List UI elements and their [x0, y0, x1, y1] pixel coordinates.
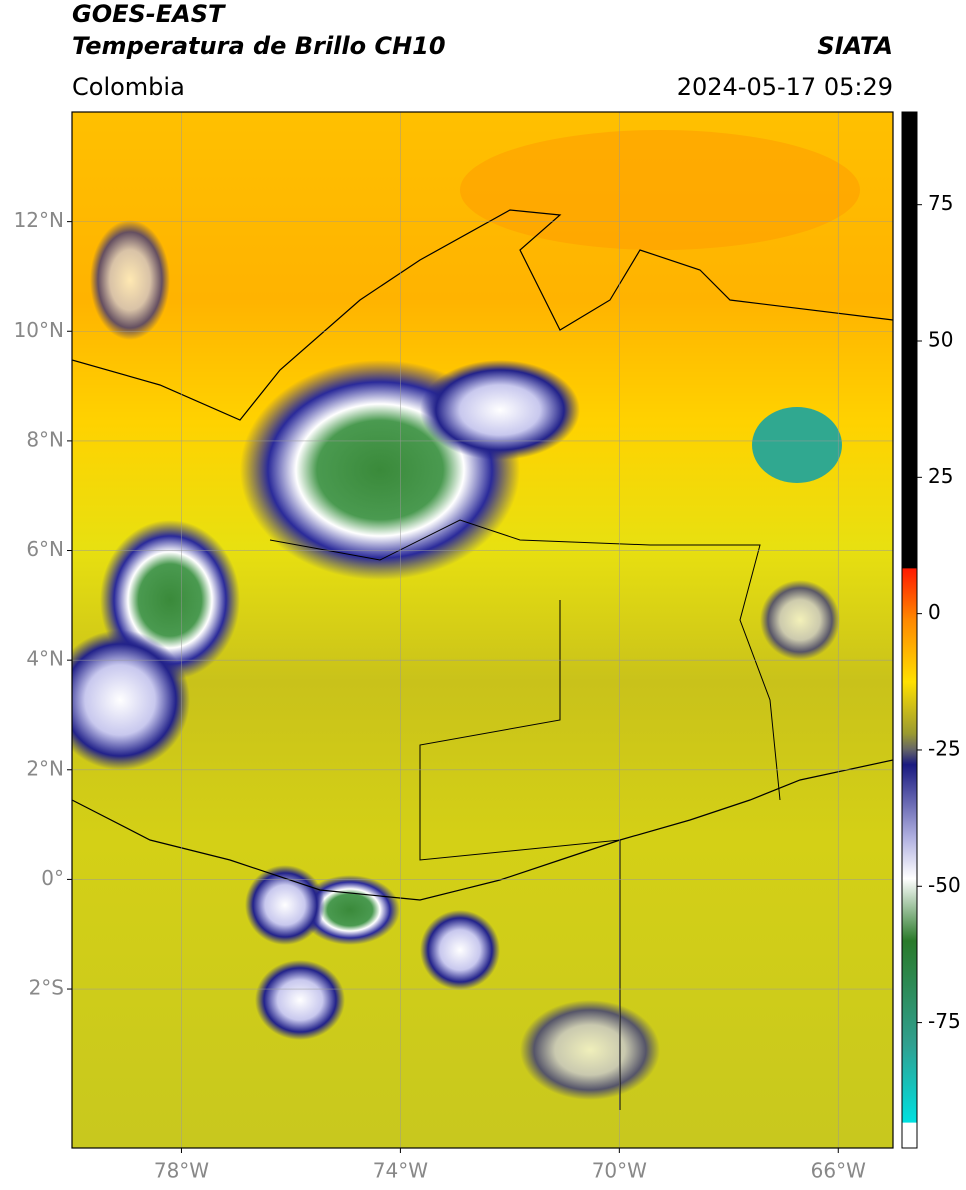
grid: [72, 112, 893, 1148]
source: SIATA: [817, 32, 893, 60]
region: Colombia: [72, 73, 185, 101]
colorbar-tick-label: -25: [928, 736, 961, 760]
lon-tick-label: 78°W: [154, 1159, 209, 1183]
colorbar-tick-label: -75: [928, 1009, 961, 1033]
lat-tick-label: 10°N: [14, 318, 64, 342]
lon-tick-label: 74°W: [373, 1159, 428, 1183]
map-frame: [71, 111, 894, 1149]
lat-tick-label: 2°S: [29, 976, 64, 1000]
lat-tick-label: 4°N: [26, 647, 64, 671]
lat-tick-label: 12°N: [14, 208, 64, 232]
lon-tick-label: 66°W: [811, 1159, 866, 1183]
colorbar-tick-label: 25: [928, 464, 953, 488]
title: GOES-EAST: [72, 0, 226, 28]
colorbar-tick-label: 75: [928, 191, 953, 215]
lat-tick-label: 6°N: [26, 537, 64, 561]
colorbar: [901, 111, 918, 1149]
timestamp: 2024-05-17 05:29: [677, 73, 893, 101]
satellite-image: [72, 112, 893, 1148]
lat-tick-label: 2°N: [26, 756, 64, 780]
lat-tick-label: 0°: [41, 866, 64, 890]
colorbar-tick-label: 0: [928, 600, 941, 624]
lat-tick-label: 8°N: [26, 427, 64, 451]
subtitle: Temperatura de Brillo CH10: [72, 32, 446, 60]
colorbar-tick-label: 50: [928, 328, 953, 352]
lon-tick-label: 70°W: [592, 1159, 647, 1183]
colorbar-tick-label: -50: [928, 873, 961, 897]
